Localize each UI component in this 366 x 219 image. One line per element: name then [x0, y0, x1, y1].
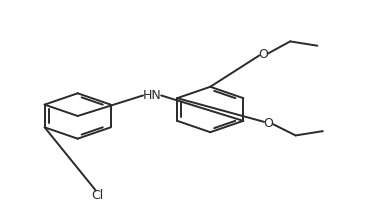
- Text: O: O: [264, 117, 273, 130]
- Text: O: O: [258, 48, 268, 61]
- Text: HN: HN: [143, 89, 161, 102]
- Text: Cl: Cl: [92, 189, 104, 203]
